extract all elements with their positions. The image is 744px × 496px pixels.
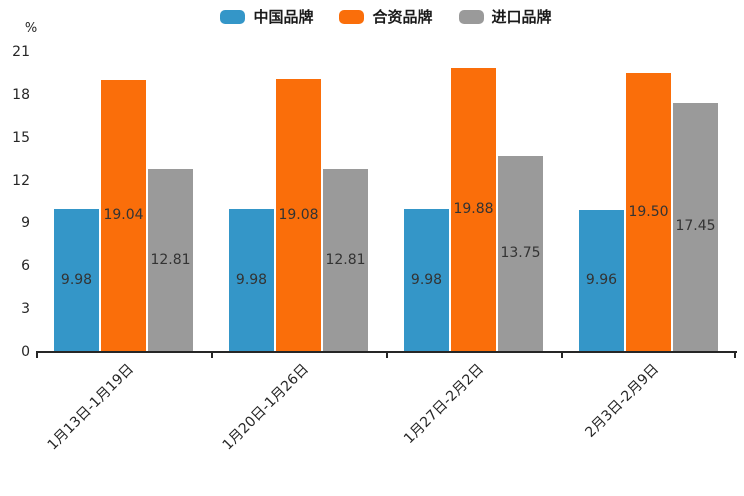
x-tick-label: 1月13日-1月19日 — [44, 361, 137, 454]
legend-marker-icon — [220, 9, 246, 24]
y-tick-label: 0 — [21, 344, 30, 360]
y-axis-unit-label: % — [24, 21, 38, 36]
y-tick-label: 18 — [12, 86, 30, 103]
bar-value-label: 12.81 — [325, 251, 366, 268]
x-tick-label: 2月3日-2月9日 — [582, 361, 662, 441]
legend-marker-icon — [458, 9, 484, 24]
legend-label: 合资品牌 — [372, 8, 433, 26]
bar-group-0: 9.98 19.04 12.81 — [36, 52, 211, 352]
bar: 19.50 — [626, 73, 671, 352]
bar: 12.81 — [323, 169, 368, 352]
x-tick-label: 1月20日-1月26日 — [219, 361, 312, 454]
bar-group-2: 9.98 19.88 13.75 — [386, 52, 561, 352]
bar-value-label: 9.98 — [60, 271, 93, 288]
bar-value-label: 9.96 — [585, 271, 618, 288]
bar: 19.88 — [451, 68, 496, 352]
bar: 19.04 — [101, 80, 146, 352]
x-axis-tick — [386, 352, 388, 358]
x-axis-tick — [36, 352, 38, 358]
x-axis-tick — [734, 352, 736, 358]
bar-group-1: 9.98 19.08 12.81 — [211, 52, 386, 352]
bar-value-label: 19.88 — [453, 201, 494, 217]
plot-area: 9.98 19.04 12.81 9.98 19.08 12.81 9.98 19.88 13.… — [36, 52, 736, 352]
bar: 9.96 — [579, 209, 624, 352]
bar-value-label: 19.08 — [278, 206, 319, 223]
legend-label: 中国品牌 — [253, 8, 314, 26]
legend-marker-icon — [339, 9, 365, 24]
bar-value-label: 17.45 — [675, 218, 716, 235]
y-tick-label: 3 — [21, 301, 30, 318]
bar-value-label: 12.81 — [150, 251, 191, 268]
x-axis-tick — [211, 352, 213, 358]
legend-label: 进口品牌 — [491, 8, 552, 26]
bar-value-label: 19.04 — [103, 207, 144, 223]
bar-value-label: 13.75 — [500, 244, 541, 261]
x-tick-label: 1月27日-2月2日 — [400, 361, 487, 448]
y-tick-label: 21 — [12, 44, 30, 60]
legend-item-series-0[interactable]: 中国品牌 — [220, 6, 313, 27]
bar: 9.98 — [54, 209, 99, 352]
bar: 12.81 — [148, 169, 193, 352]
y-tick-label: 15 — [12, 129, 30, 146]
legend: 中国品牌 合资品牌 进口品牌 — [36, 6, 736, 27]
y-tick-label: 9 — [21, 215, 30, 232]
x-axis-tick — [561, 352, 563, 358]
bar-value-label: 9.98 — [235, 271, 268, 288]
legend-item-series-1[interactable]: 合资品牌 — [339, 6, 433, 27]
bar: 9.98 — [229, 209, 274, 352]
legend-item-series-2[interactable]: 进口品牌 — [458, 6, 552, 27]
bar-value-label: 19.50 — [628, 203, 669, 220]
y-tick-label: 6 — [21, 258, 30, 275]
y-tick-label: 12 — [12, 172, 30, 189]
bar: 19.08 — [276, 79, 321, 352]
bar-value-label: 9.98 — [410, 271, 443, 288]
bar-group-3: 9.96 19.50 17.45 — [561, 52, 736, 352]
bar: 13.75 — [498, 155, 543, 352]
bar: 9.98 — [404, 209, 449, 352]
bar: 17.45 — [673, 102, 718, 352]
